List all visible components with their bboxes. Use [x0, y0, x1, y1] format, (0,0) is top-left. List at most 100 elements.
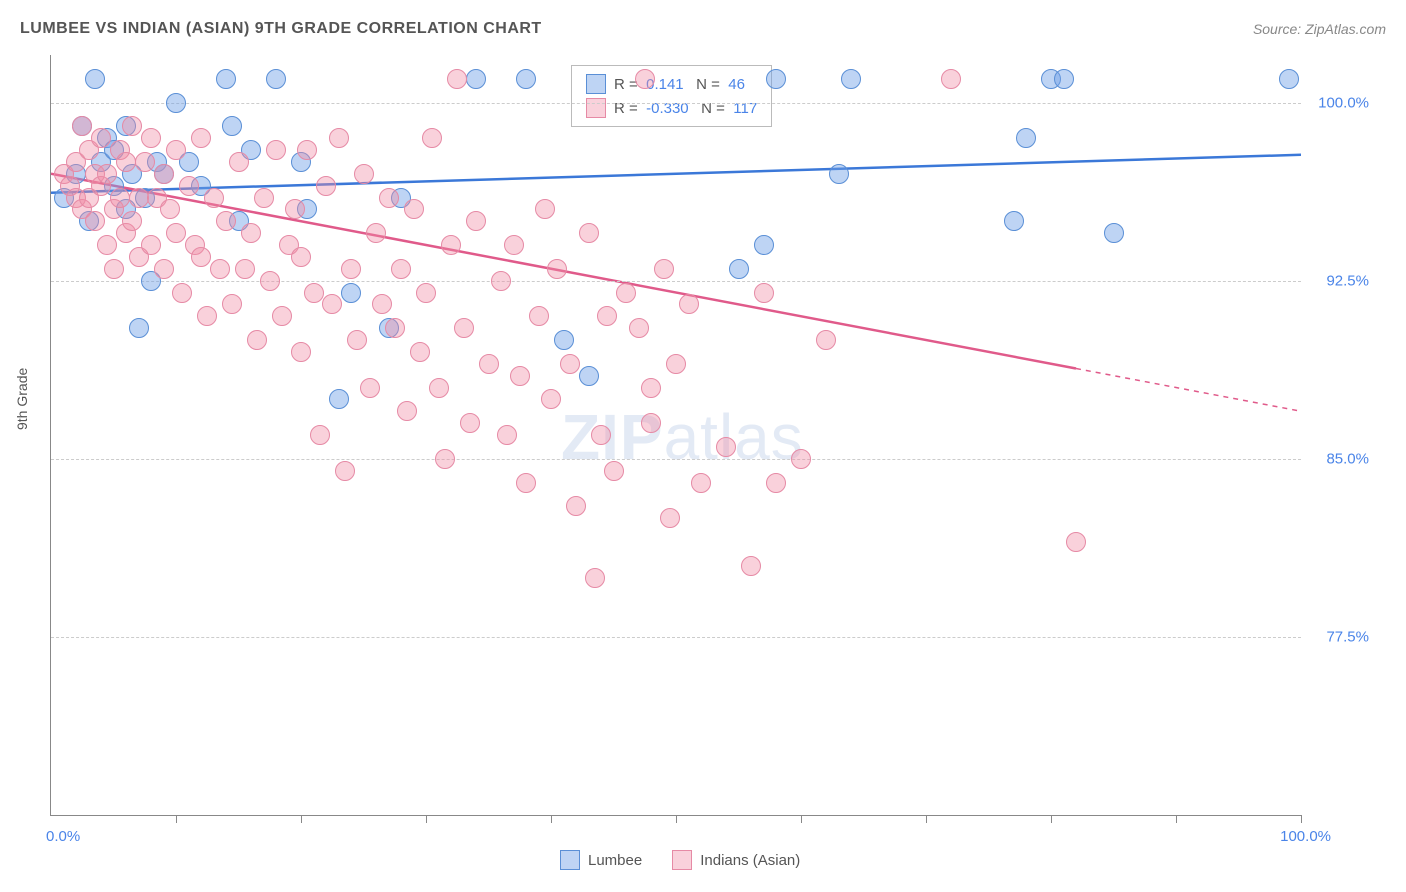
scatter-point — [354, 164, 374, 184]
scatter-point — [110, 188, 130, 208]
scatter-point — [222, 116, 242, 136]
grid-line — [51, 281, 1301, 282]
scatter-point — [291, 247, 311, 267]
scatter-point — [579, 223, 599, 243]
scatter-point — [816, 330, 836, 350]
scatter-point — [766, 69, 786, 89]
scatter-point — [197, 306, 217, 326]
x-tick — [1051, 815, 1052, 823]
scatter-point — [579, 366, 599, 386]
x-tick — [176, 815, 177, 823]
scatter-point — [541, 389, 561, 409]
scatter-point — [1004, 211, 1024, 231]
scatter-point — [154, 259, 174, 279]
scatter-point — [141, 235, 161, 255]
scatter-point — [716, 437, 736, 457]
scatter-point — [441, 235, 461, 255]
scatter-point — [466, 211, 486, 231]
series-legend-item: Indians (Asian) — [672, 850, 800, 870]
scatter-point — [591, 425, 611, 445]
scatter-point — [841, 69, 861, 89]
scatter-point — [641, 413, 661, 433]
scatter-point — [397, 401, 417, 421]
scatter-point — [629, 318, 649, 338]
series-legend-label: Lumbee — [588, 852, 642, 869]
scatter-point — [285, 199, 305, 219]
scatter-point — [166, 140, 186, 160]
scatter-point — [154, 164, 174, 184]
grid-line — [51, 459, 1301, 460]
scatter-point — [529, 306, 549, 326]
x-axis-label-right: 100.0% — [1280, 828, 1331, 845]
x-tick — [551, 815, 552, 823]
scatter-point — [341, 283, 361, 303]
stats-legend-row: R = -0.330 N = 117 — [586, 96, 757, 120]
scatter-point — [566, 496, 586, 516]
scatter-point — [229, 152, 249, 172]
scatter-point — [560, 354, 580, 374]
x-axis-label-left: 0.0% — [46, 828, 80, 845]
scatter-point — [597, 306, 617, 326]
scatter-point — [497, 425, 517, 445]
scatter-point — [316, 176, 336, 196]
scatter-point — [347, 330, 367, 350]
scatter-point — [435, 449, 455, 469]
scatter-point — [941, 69, 961, 89]
scatter-point — [654, 259, 674, 279]
y-tick-label: 85.0% — [1326, 450, 1369, 467]
scatter-point — [304, 283, 324, 303]
scatter-point — [516, 473, 536, 493]
stats-legend-row: R = 0.141 N = 46 — [586, 72, 757, 96]
y-tick-label: 92.5% — [1326, 272, 1369, 289]
scatter-point — [466, 69, 486, 89]
scatter-point — [135, 152, 155, 172]
scatter-point — [254, 188, 274, 208]
scatter-point — [191, 247, 211, 267]
scatter-point — [516, 69, 536, 89]
stats-legend-text: R = 0.141 N = 46 — [614, 76, 745, 93]
chart-header: LUMBEE VS INDIAN (ASIAN) 9TH GRADE CORRE… — [20, 20, 1386, 38]
scatter-point — [172, 283, 192, 303]
legend-swatch-icon — [586, 98, 606, 118]
scatter-point — [297, 140, 317, 160]
scatter-point — [754, 283, 774, 303]
scatter-point — [85, 69, 105, 89]
scatter-point — [235, 259, 255, 279]
scatter-point — [741, 556, 761, 576]
scatter-point — [585, 568, 605, 588]
chart-title: LUMBEE VS INDIAN (ASIAN) 9TH GRADE CORRE… — [20, 20, 542, 38]
x-tick — [926, 815, 927, 823]
scatter-point — [754, 235, 774, 255]
plot-area: ZIPatlas R = 0.141 N = 46R = -0.330 N = … — [50, 55, 1301, 816]
x-tick — [1301, 815, 1302, 823]
scatter-point — [310, 425, 330, 445]
scatter-point — [666, 354, 686, 374]
scatter-point — [266, 140, 286, 160]
scatter-point — [335, 461, 355, 481]
scatter-point — [679, 294, 699, 314]
scatter-point — [216, 69, 236, 89]
scatter-point — [535, 199, 555, 219]
scatter-point — [422, 128, 442, 148]
scatter-point — [166, 93, 186, 113]
y-tick-label: 100.0% — [1318, 94, 1369, 111]
watermark-light: atlas — [664, 401, 804, 473]
scatter-point — [116, 152, 136, 172]
scatter-point — [766, 473, 786, 493]
scatter-point — [104, 259, 124, 279]
scatter-point — [129, 188, 149, 208]
scatter-point — [429, 378, 449, 398]
chart-container: LUMBEE VS INDIAN (ASIAN) 9TH GRADE CORRE… — [0, 0, 1406, 892]
scatter-point — [85, 211, 105, 231]
scatter-point — [129, 318, 149, 338]
grid-line — [51, 637, 1301, 638]
source-attribution: Source: ZipAtlas.com — [1253, 21, 1386, 37]
x-tick — [301, 815, 302, 823]
series-legend: Lumbee Indians (Asian) — [560, 850, 800, 870]
scatter-point — [160, 199, 180, 219]
scatter-point — [504, 235, 524, 255]
scatter-point — [554, 330, 574, 350]
scatter-point — [454, 318, 474, 338]
scatter-point — [1054, 69, 1074, 89]
scatter-point — [266, 69, 286, 89]
